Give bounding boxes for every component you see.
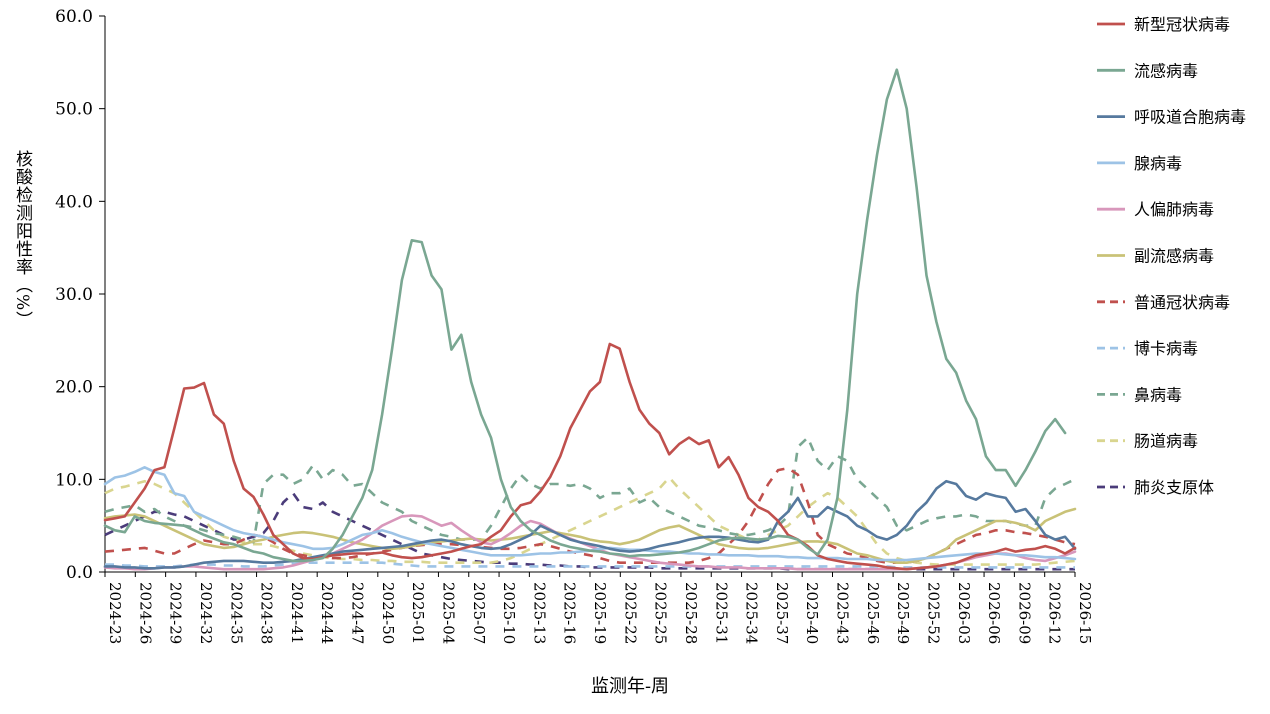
x-tick-label: 2025-01	[409, 582, 427, 644]
x-tick-label: 2024-47	[349, 582, 367, 644]
x-tick-label: 2024-32	[197, 582, 215, 644]
x-tick-label: 2025-40	[803, 582, 821, 644]
series-line	[104, 466, 1076, 565]
x-tick-label: 2024-29	[167, 582, 185, 644]
x-tick-label: 2026-06	[985, 582, 1003, 644]
x-tick-label: 2024-44	[318, 582, 336, 644]
series-line	[103, 479, 1077, 570]
y-tick-label: 60.0	[55, 7, 93, 27]
series-line	[103, 68, 1067, 563]
legend-label: 人偏肺病毒	[1134, 200, 1214, 219]
x-tick-label: 2026-15	[1076, 582, 1094, 644]
x-tick-label: 2025-49	[894, 582, 912, 644]
y-tick-label: 0.0	[66, 563, 93, 583]
x-tick-label: 2024-26	[136, 582, 154, 644]
x-tick-label: 2025-22	[621, 582, 639, 644]
x-tick-label: 2025-46	[864, 582, 882, 644]
x-axis: 2024-23 2024-26 2024-29 2024-32 2024-35 2024-…	[104, 571, 1094, 644]
y-tick-label: 40.0	[55, 192, 93, 212]
series-line	[105, 561, 1075, 569]
legend-label: 普通冠状病毒	[1134, 293, 1230, 312]
x-tick-label: 2025-28	[682, 582, 700, 644]
legend-label: 副流感病毒	[1134, 247, 1214, 266]
x-tick-label: 2025-25	[652, 582, 670, 644]
y-tick-label: 30.0	[55, 285, 93, 305]
x-tick-label: 2024-35	[227, 582, 245, 644]
legend-label: 肺炎支原体	[1134, 478, 1214, 497]
x-tick-label: 2024-41	[288, 582, 306, 644]
y-tick-label: 10.0	[55, 470, 93, 490]
x-tick-label: 2025-07	[470, 582, 488, 644]
y-axis-label: 核酸检测阳性率（%）	[12, 150, 32, 330]
legend-label: 流感病毒	[1134, 61, 1198, 80]
legend-label: 腺病毒	[1134, 154, 1182, 173]
series-line	[104, 436, 1076, 544]
x-tick-label: 2024-50	[379, 582, 397, 644]
y-tick-label: 20.0	[55, 378, 93, 398]
x-tick-label: 2025-43	[834, 582, 852, 644]
legend-label: 鼻病毒	[1134, 385, 1182, 404]
series-line	[103, 342, 1077, 571]
series-layer	[103, 68, 1077, 571]
x-tick-label: 2025-52	[924, 582, 942, 644]
x-tick-label: 2026-03	[955, 582, 973, 644]
x-tick-label: 2025-04	[439, 582, 457, 644]
x-tick-label: 2025-19	[591, 582, 609, 644]
legend-label: 呼吸道合胞病毒	[1134, 108, 1246, 127]
y-tick-label: 50.0	[55, 100, 93, 120]
x-tick-label: 2025-37	[773, 582, 791, 644]
legend-label: 博卡病毒	[1134, 339, 1198, 358]
legend-label: 肠道病毒	[1134, 432, 1198, 451]
x-tick-label: 2026-09	[1015, 582, 1033, 644]
x-tick-label: 2025-34	[743, 582, 761, 644]
y-axis: 0.0 10.0 20.0 30.0 40.0 50.0 60.0	[55, 7, 106, 583]
series-line	[104, 491, 1075, 571]
x-tick-label: 2025-10	[500, 582, 518, 644]
x-tick-label: 2025-13	[530, 582, 548, 644]
legend: 新型冠状病毒流感病毒呼吸道合胞病毒腺病毒人偏肺病毒副流感病毒普通冠状病毒博卡病毒…	[1097, 15, 1246, 497]
x-axis-label: 监测年-周	[590, 676, 670, 697]
x-tick-label: 2025-31	[712, 582, 730, 644]
x-tick-label: 2024-23	[106, 582, 124, 644]
legend-label: 新型冠状病毒	[1134, 15, 1230, 34]
x-tick-label: 2024-38	[258, 582, 276, 644]
x-tick-label: 2026-12	[1046, 582, 1064, 644]
x-tick-label: 2025-16	[561, 582, 579, 644]
